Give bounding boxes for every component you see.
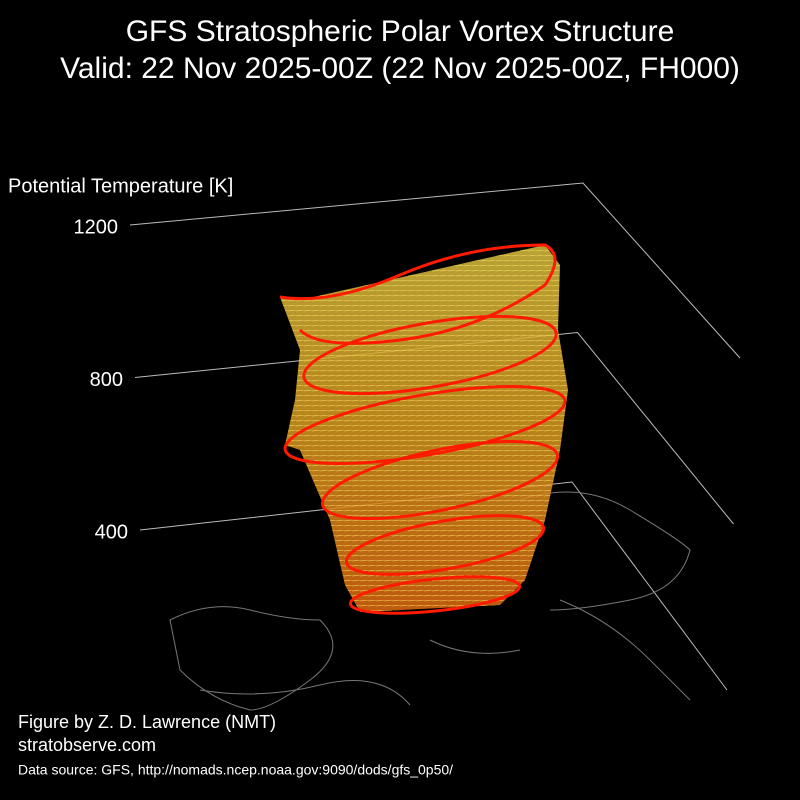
vortex-ring — [283, 385, 567, 465]
vortex-ring — [302, 314, 558, 396]
coastline — [429, 491, 691, 701]
vortex-ring — [344, 514, 546, 576]
vortex-contours — [280, 245, 568, 612]
z-tick-label: 400 — [95, 521, 128, 543]
vortex-ring — [348, 575, 522, 615]
chart-title: GFS Stratospheric Polar Vortex Structure — [126, 15, 675, 48]
website: stratobserve.com — [18, 735, 156, 755]
vortex-ring — [279, 243, 557, 345]
credit: Figure by Z. D. Lawrence (NMT) — [18, 712, 276, 732]
z-axis-label: Potential Temperature [K] — [8, 175, 233, 197]
data-source: Data source: GFS, http://nomads.ncep.noa… — [18, 762, 453, 778]
coastlines — [169, 491, 691, 711]
z-tick-label: 1200 — [74, 216, 119, 238]
z-grid-line — [134, 331, 734, 525]
z-grid-line — [129, 182, 741, 359]
z-grid-line — [139, 481, 728, 691]
vortex-ring — [320, 439, 560, 521]
coastline — [169, 606, 411, 711]
chart-subtitle: Valid: 22 Nov 2025-00Z (22 Nov 2025-00Z,… — [60, 52, 740, 85]
z-tick-label: 800 — [90, 369, 123, 391]
vortex — [279, 243, 568, 615]
